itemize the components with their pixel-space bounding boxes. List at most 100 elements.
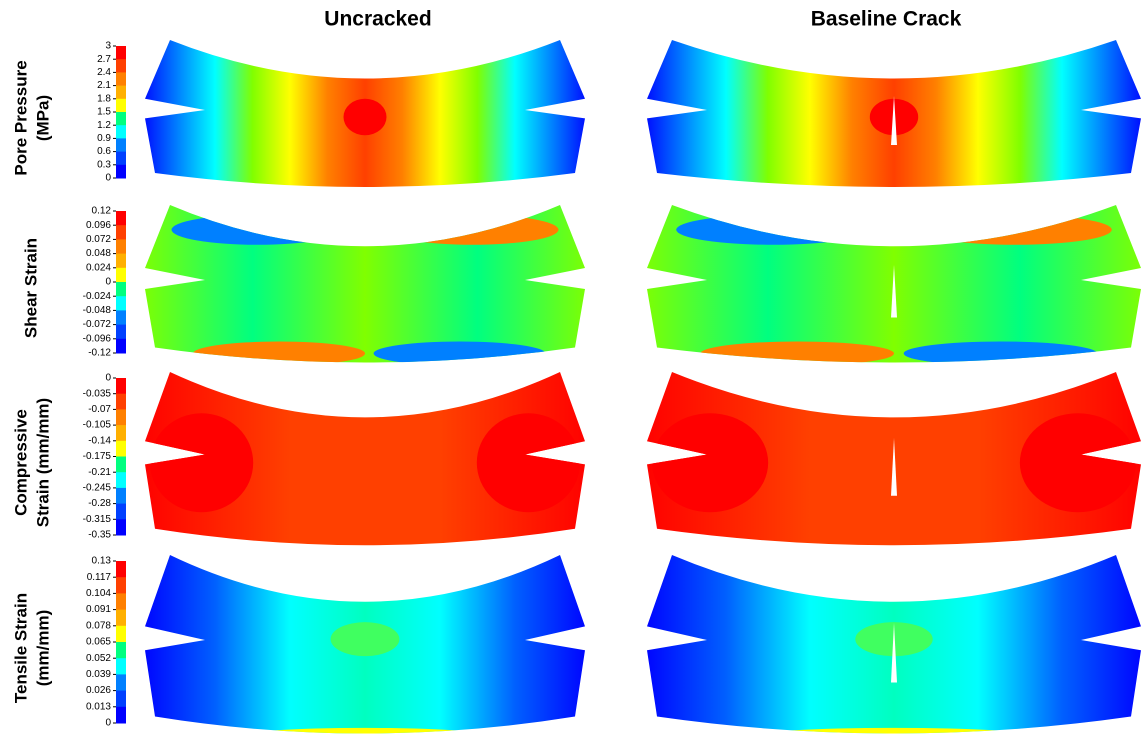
contour-region: [652, 413, 769, 513]
colorbar-segment: [116, 577, 126, 594]
colorbar-tick-label: 0.013: [86, 701, 111, 712]
colorbar-tick-label: 0.078: [86, 620, 111, 631]
contour-plot: [145, 205, 585, 363]
colorbar-tick-label: -0.175: [83, 451, 112, 462]
contour-plot: [145, 372, 585, 546]
colorbar-tick-label: 0.6: [97, 146, 111, 157]
contour-region: [1019, 413, 1136, 513]
row-label: Strain (mm/mm): [33, 398, 52, 527]
colorbar-tick-label: 0.3: [97, 159, 111, 170]
contour-plot: [647, 555, 1141, 734]
colorbar-tick-label: 0.104: [86, 588, 111, 599]
colorbar-segment: [116, 239, 126, 255]
colorbar-segment: [116, 46, 126, 60]
row-label: (mm/mm): [33, 610, 52, 687]
colorbar-tick-label: 0: [105, 277, 111, 288]
contour-plot: [647, 40, 1141, 187]
colorbar-tick-label: -0.035: [83, 388, 112, 399]
crack: [891, 623, 897, 683]
colorbar-segment: [116, 267, 126, 283]
colorbar-segment: [116, 85, 126, 100]
contour-plot: [145, 40, 585, 187]
colorbar-segment: [116, 440, 126, 457]
colorbar-tick-label: -0.048: [83, 305, 112, 316]
colorbar-segment: [116, 112, 126, 126]
colorbar-segment: [116, 393, 126, 410]
colorbar-segment: [116, 487, 126, 505]
row-label: Tensile Strain: [11, 593, 30, 703]
colorbar-tick-label: 3: [105, 41, 111, 52]
colorbar-tick-label: 0.026: [86, 685, 111, 696]
contour-region: [676, 214, 870, 245]
colorbar-tick-label: -0.21: [88, 467, 111, 478]
colorbar-tick-label: 0: [105, 718, 111, 729]
colorbar-segment: [116, 282, 126, 297]
colorbar-tick-label: 0.072: [86, 234, 111, 245]
colorbar-segment: [116, 310, 126, 326]
contour-region: [373, 341, 546, 363]
contour-region: [330, 622, 400, 657]
colorbar-tick-label: -0.105: [83, 420, 112, 431]
colorbar-tick-label: -0.35: [88, 530, 111, 541]
colorbar-segment: [116, 125, 126, 139]
contour-region: [150, 413, 254, 513]
contour-region: [171, 214, 344, 245]
column-title: Uncracked: [324, 8, 431, 31]
colorbar-segment: [116, 593, 126, 611]
contour-region: [903, 341, 1098, 363]
colorbar-segment: [116, 151, 126, 166]
colorbar-tick-label: 1.5: [97, 107, 111, 118]
contour-region: [700, 341, 895, 363]
colorbar-segment: [116, 378, 126, 395]
colorbar-tick-label: 0.091: [86, 604, 111, 615]
colorbar-tick-label: 0.048: [86, 248, 111, 259]
colorbar-tick-label: 0: [105, 173, 111, 184]
contour-region: [748, 555, 1040, 575]
colorbar-tick-label: 2.7: [97, 54, 111, 65]
colorbar-segment: [116, 519, 126, 536]
crack: [891, 438, 897, 496]
colorbar-tick-label: -0.024: [83, 291, 112, 302]
colorbar-tick-label: 0.024: [86, 262, 111, 273]
row-label: Pore Pressure: [11, 60, 30, 175]
colorbar-segment: [116, 642, 126, 659]
colorbar-segment: [116, 324, 126, 340]
crack: [891, 96, 897, 145]
colorbar-segment: [116, 456, 126, 473]
colorbar-segment: [116, 690, 126, 708]
colorbar-tick-label: -0.12: [88, 348, 111, 359]
contour-plot: [647, 372, 1141, 546]
colorbar-tick-label: -0.07: [88, 404, 111, 415]
colorbar-tick-label: 0: [105, 373, 111, 384]
colorbar-segment: [116, 138, 126, 153]
colorbar-tick-label: -0.072: [83, 319, 112, 330]
colorbar-tick-label: 0.12: [92, 206, 112, 217]
contour-region: [236, 555, 494, 575]
colorbar-segment: [116, 98, 126, 113]
colorbar-tick-label: 0.052: [86, 653, 111, 664]
colorbar-tick-label: 0.9: [97, 133, 111, 144]
contour-region: [476, 413, 580, 513]
colorbar-segment: [116, 609, 126, 627]
colorbar-segment: [116, 225, 126, 240]
colorbar-tick-label: 0.096: [86, 220, 111, 231]
contour-region: [193, 341, 365, 363]
colorbar-segment: [116, 338, 126, 354]
colorbar-tick-label: 1.8: [97, 93, 111, 104]
row-label: (MPa): [33, 95, 52, 141]
contour-plot: [647, 205, 1141, 363]
contour-region: [918, 214, 1112, 245]
colorbar-tick-label: -0.245: [83, 483, 112, 494]
colorbar-tick-label: 2.1: [97, 80, 111, 91]
colorbar-tick-label: 0.065: [86, 637, 111, 648]
colorbar-segment: [116, 503, 126, 520]
colorbar-tick-label: 0.039: [86, 669, 111, 680]
contour-plot: [145, 555, 585, 734]
crack: [891, 265, 897, 318]
colorbar-segment: [116, 658, 126, 675]
colorbar-segment: [116, 211, 126, 226]
colorbar-segment: [116, 674, 126, 692]
colorbar-segment: [116, 625, 126, 643]
colorbar-segment: [116, 472, 126, 489]
